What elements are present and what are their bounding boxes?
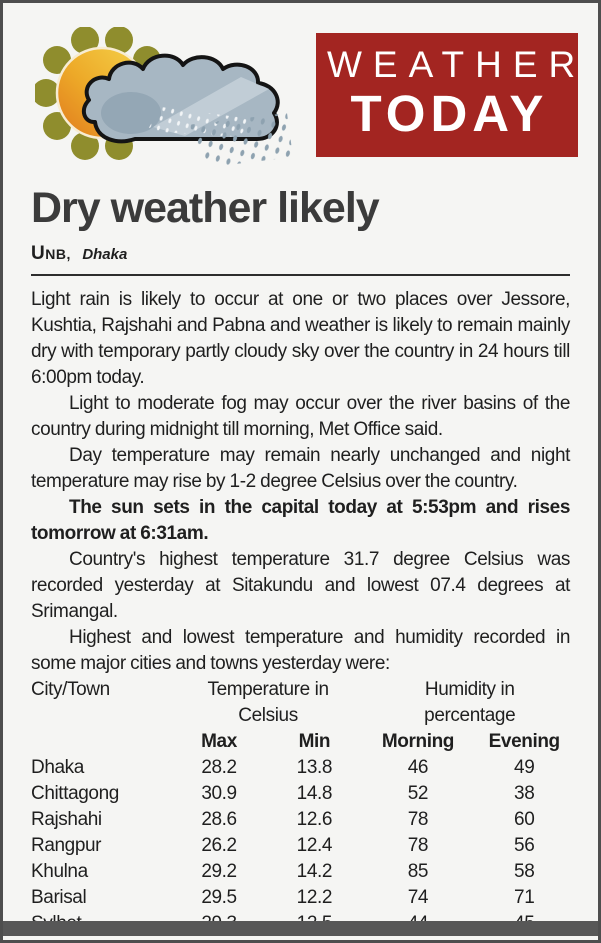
city-cell: Barisal bbox=[31, 887, 87, 909]
table-row: Barisal 29.5 12.2 74 71 bbox=[31, 885, 576, 911]
max-cell: 28.2 bbox=[201, 757, 237, 779]
table-row: Chittagong 30.9 14.8 52 38 bbox=[31, 781, 576, 807]
morning-cell: 46 bbox=[407, 757, 429, 779]
city-town-header: City/Town bbox=[31, 679, 110, 701]
table-row: Rajshahi 28.6 12.6 78 60 bbox=[31, 807, 576, 833]
morning-cell: 74 bbox=[407, 887, 429, 909]
weather-today-banner: WEATHER TODAY bbox=[316, 33, 578, 157]
banner-today-text: TODAY bbox=[350, 85, 549, 143]
article-paragraph: Highest and lowest temperature and humid… bbox=[31, 627, 570, 675]
max-header: Max bbox=[201, 731, 237, 753]
min-cell: 14.2 bbox=[296, 861, 333, 883]
min-header: Min bbox=[298, 731, 331, 753]
morning-header: Morning bbox=[381, 731, 455, 753]
byline: UNB, Dhaka bbox=[31, 244, 570, 265]
morning-cell: 78 bbox=[407, 809, 429, 831]
empty-header-cell bbox=[31, 729, 173, 755]
article-paragraph-sunset-bold: The sun sets in the capital today at 5:5… bbox=[31, 497, 570, 545]
evening-cell: 58 bbox=[514, 861, 535, 883]
city-cell: Rangpur bbox=[31, 835, 102, 857]
max-cell: 26.2 bbox=[201, 835, 237, 857]
min-cell: 12.2 bbox=[296, 887, 333, 909]
article-headline: Dry weather likely bbox=[31, 184, 380, 232]
city-cell: Khulna bbox=[31, 861, 88, 883]
evening-cell: 71 bbox=[514, 887, 535, 909]
evening-cell: 38 bbox=[514, 783, 535, 805]
byline-divider bbox=[31, 274, 570, 277]
evening-cell: 49 bbox=[514, 757, 535, 779]
evening-cell: 44 bbox=[472, 937, 576, 940]
article-paragraph: Day temperature may remain nearly unchan… bbox=[31, 445, 570, 493]
min-cell: 12.6 bbox=[296, 809, 333, 831]
table-row: Khulna 29.2 14.2 85 58 bbox=[31, 859, 576, 885]
morning-cell: 78 bbox=[407, 835, 429, 857]
table-group-header-row: City/Town Temperature in Celsius Humidit… bbox=[31, 677, 576, 729]
morning-cell: 52 bbox=[407, 783, 429, 805]
banner-weather-text: WEATHER bbox=[327, 44, 587, 85]
article-body: Light rain is likely to occur at one or … bbox=[31, 287, 570, 677]
article-paragraph: Light rain is likely to occur at one or … bbox=[31, 289, 570, 389]
morning-cell: 85 bbox=[407, 861, 429, 883]
table-subheader-row: Max Min Morning Evening bbox=[31, 729, 576, 755]
city-cell: Chittagong bbox=[31, 783, 119, 805]
evening-cell: 60 bbox=[514, 809, 535, 831]
table-row: Rangpur 26.2 12.4 78 56 bbox=[31, 833, 576, 859]
max-cell: 28.6 bbox=[201, 809, 237, 831]
evening-cell: 56 bbox=[514, 835, 535, 857]
evening-header: Evening bbox=[488, 731, 561, 753]
byline-location: Dhaka bbox=[82, 246, 128, 264]
min-cell: 13.8 bbox=[296, 757, 333, 779]
min-cell: 14.8 bbox=[296, 783, 333, 805]
table-row: Dhaka 28.2 13.8 46 49 bbox=[31, 755, 576, 781]
article-paragraph: Country's highest temperature 31.7 degre… bbox=[31, 549, 570, 623]
city-cell: Dhaka bbox=[31, 757, 84, 779]
max-cell: 29.2 bbox=[201, 861, 237, 883]
article-paragraph: Light to moderate fog may occur over the… bbox=[31, 393, 570, 441]
min-cell: 12.4 bbox=[296, 835, 333, 857]
temperature-group-header: Temperature in Celsius bbox=[207, 679, 329, 727]
weather-table: City/Town Temperature in Celsius Humidit… bbox=[31, 677, 576, 940]
city-cell: Cox's Bazar bbox=[31, 937, 173, 940]
max-cell: 30.9 bbox=[201, 783, 237, 805]
min-cell: 15.0 bbox=[265, 937, 363, 940]
table-row: Cox's Bazar 31.0 15.0 46 44 bbox=[31, 937, 576, 940]
page-header: WEATHER TODAY bbox=[3, 3, 598, 169]
morning-cell: 46 bbox=[363, 937, 472, 940]
rain-icon bbox=[187, 113, 293, 167]
max-cell: 31.0 bbox=[173, 937, 266, 940]
humidity-group-header: Humidity in percentage bbox=[424, 679, 516, 727]
bottom-rule-bar bbox=[3, 921, 598, 936]
byline-agency: UNB, bbox=[31, 243, 71, 265]
city-cell: Rajshahi bbox=[31, 809, 102, 831]
sun-cloud-rain-icon bbox=[32, 26, 297, 167]
max-cell: 29.5 bbox=[201, 887, 237, 909]
